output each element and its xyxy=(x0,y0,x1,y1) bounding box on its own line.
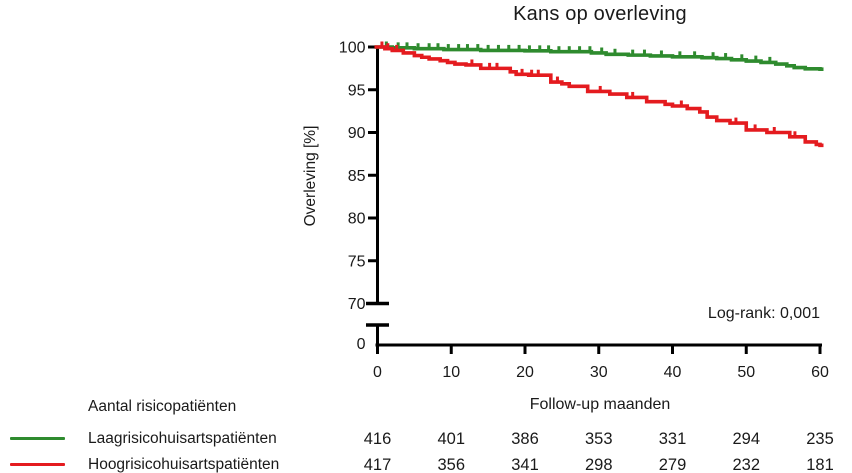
survival-curve-laagrisico xyxy=(374,45,824,72)
chart-title: Kans op overleving xyxy=(513,3,687,25)
risk-count: 417 xyxy=(363,455,392,473)
y-tick-label: 80 xyxy=(348,211,366,228)
risk-count: 235 xyxy=(806,429,834,448)
risk-count: 331 xyxy=(658,429,687,448)
x-tick-label: 20 xyxy=(516,364,534,381)
x-tick-label: 40 xyxy=(664,364,682,381)
y-tick-label: 85 xyxy=(348,168,366,185)
risk-count: 294 xyxy=(732,429,761,448)
x-tick-label: 0 xyxy=(373,364,382,381)
risk-count: 353 xyxy=(584,429,613,448)
risk-count: 181 xyxy=(806,455,834,473)
legend-label-hoogrisico: Hoogrisicohuisartspatiënten xyxy=(88,455,280,473)
y-tick-label: 90 xyxy=(348,125,366,142)
y-tick-label: 95 xyxy=(348,82,366,99)
y-tick-label: 75 xyxy=(348,253,366,270)
risk-count: 341 xyxy=(511,455,539,473)
legend-item-laagrisico: Laagrisicohuisartspatiënten xyxy=(10,429,277,448)
x-tick-label: 60 xyxy=(811,364,829,381)
legend-item-hoogrisico: Hoogrisicohuisartspatiënten xyxy=(10,455,279,473)
risk-count: 386 xyxy=(511,429,539,448)
y-origin-label: 0 xyxy=(357,336,366,353)
risk-count: 232 xyxy=(732,455,761,473)
logrank-annotation: Log-rank: 0,001 xyxy=(707,305,820,322)
risk-count: 401 xyxy=(437,429,466,448)
y-tick-label: 100 xyxy=(339,40,366,57)
x-tick-label: 30 xyxy=(590,364,608,381)
hoogrisico-line-swatch-icon xyxy=(10,462,65,467)
risk-count: 356 xyxy=(437,455,466,473)
x-axis-label: Follow-up maanden xyxy=(529,396,671,413)
x-tick-label: 50 xyxy=(737,364,755,381)
risk-count: 298 xyxy=(584,455,613,473)
survival-curve-hoogrisico xyxy=(374,45,824,148)
x-tick-label: 10 xyxy=(442,364,460,381)
risk-count: 416 xyxy=(363,429,392,448)
laagrisico-line-swatch-icon xyxy=(10,436,65,441)
y-tick-label: 70 xyxy=(348,296,366,313)
risk-count: 279 xyxy=(658,455,687,473)
risk-table-title: Aantal risicopatiënten xyxy=(88,398,237,415)
legend-label-laagrisico: Laagrisicohuisartspatiënten xyxy=(88,429,277,447)
